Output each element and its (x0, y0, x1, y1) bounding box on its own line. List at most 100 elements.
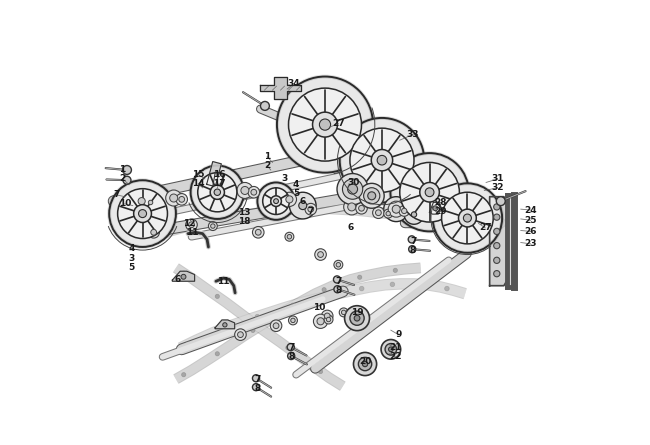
Circle shape (315, 206, 320, 211)
Circle shape (123, 166, 131, 174)
Circle shape (251, 190, 257, 195)
Circle shape (400, 162, 460, 222)
Text: 7: 7 (335, 277, 341, 286)
Text: 6: 6 (174, 275, 181, 284)
Circle shape (473, 228, 478, 233)
Circle shape (135, 194, 149, 208)
Text: 22: 22 (389, 352, 402, 361)
Polygon shape (261, 77, 300, 99)
Circle shape (493, 204, 500, 210)
Circle shape (273, 323, 279, 328)
Circle shape (442, 222, 447, 227)
Text: 32: 32 (491, 183, 504, 192)
Circle shape (420, 182, 439, 202)
Circle shape (257, 182, 294, 220)
Text: 7: 7 (307, 207, 314, 216)
Circle shape (287, 235, 292, 239)
Circle shape (270, 196, 281, 206)
Circle shape (253, 211, 257, 216)
Circle shape (384, 197, 409, 222)
Circle shape (274, 199, 278, 203)
Polygon shape (215, 320, 235, 329)
Circle shape (354, 352, 376, 376)
Text: 14: 14 (192, 179, 205, 188)
Circle shape (215, 352, 220, 356)
Circle shape (181, 274, 186, 279)
Text: 33: 33 (407, 130, 419, 139)
Circle shape (252, 384, 259, 391)
Text: 8: 8 (254, 384, 261, 392)
Circle shape (441, 192, 493, 244)
Circle shape (404, 205, 424, 224)
Text: 2: 2 (264, 161, 270, 170)
Text: 26: 26 (525, 227, 537, 236)
Circle shape (318, 369, 322, 374)
Text: 17: 17 (213, 179, 226, 188)
Circle shape (282, 192, 296, 206)
Text: 28: 28 (434, 198, 447, 207)
Circle shape (138, 210, 146, 218)
Text: 10: 10 (313, 303, 326, 312)
Text: 27: 27 (332, 119, 345, 128)
Circle shape (379, 210, 384, 215)
Circle shape (291, 318, 295, 323)
Circle shape (372, 207, 384, 218)
Circle shape (123, 176, 131, 184)
Circle shape (198, 173, 237, 212)
Circle shape (252, 227, 264, 238)
Circle shape (215, 294, 220, 299)
Circle shape (162, 231, 167, 235)
Circle shape (287, 307, 291, 311)
Circle shape (386, 211, 391, 216)
Circle shape (317, 318, 324, 325)
Circle shape (214, 189, 220, 195)
Text: 31: 31 (491, 174, 504, 183)
Circle shape (261, 101, 269, 110)
Circle shape (286, 346, 290, 350)
Circle shape (389, 347, 393, 352)
Circle shape (390, 282, 395, 287)
Text: 34: 34 (287, 79, 300, 88)
Circle shape (289, 88, 361, 161)
Circle shape (359, 183, 384, 208)
Text: 6: 6 (348, 223, 354, 232)
Circle shape (148, 200, 153, 205)
Text: 9: 9 (395, 330, 402, 339)
Circle shape (493, 228, 500, 235)
Polygon shape (172, 271, 194, 281)
Text: 25: 25 (525, 216, 537, 225)
Polygon shape (489, 197, 506, 286)
Circle shape (179, 197, 185, 202)
Circle shape (411, 215, 415, 220)
Circle shape (445, 286, 449, 291)
Circle shape (237, 182, 253, 198)
Polygon shape (207, 162, 222, 186)
Circle shape (324, 315, 333, 324)
Text: 5: 5 (128, 263, 135, 271)
Circle shape (285, 232, 294, 241)
Circle shape (388, 201, 404, 217)
Polygon shape (430, 202, 441, 214)
Text: 30: 30 (348, 178, 360, 187)
Text: 7: 7 (410, 237, 416, 246)
Text: 7: 7 (114, 190, 120, 199)
Circle shape (326, 317, 331, 322)
Text: 18: 18 (238, 217, 250, 226)
Circle shape (392, 205, 400, 213)
Circle shape (181, 271, 186, 275)
Text: 7: 7 (289, 344, 295, 352)
Circle shape (308, 206, 314, 212)
Circle shape (190, 166, 244, 219)
Circle shape (348, 203, 356, 211)
Circle shape (334, 260, 343, 269)
Circle shape (235, 329, 246, 340)
Circle shape (339, 308, 348, 317)
Circle shape (251, 328, 255, 332)
Circle shape (287, 344, 294, 351)
Circle shape (458, 209, 476, 227)
Circle shape (493, 214, 500, 220)
Circle shape (134, 205, 151, 222)
Circle shape (408, 236, 415, 243)
Circle shape (188, 222, 194, 228)
Text: 4: 4 (293, 180, 299, 189)
